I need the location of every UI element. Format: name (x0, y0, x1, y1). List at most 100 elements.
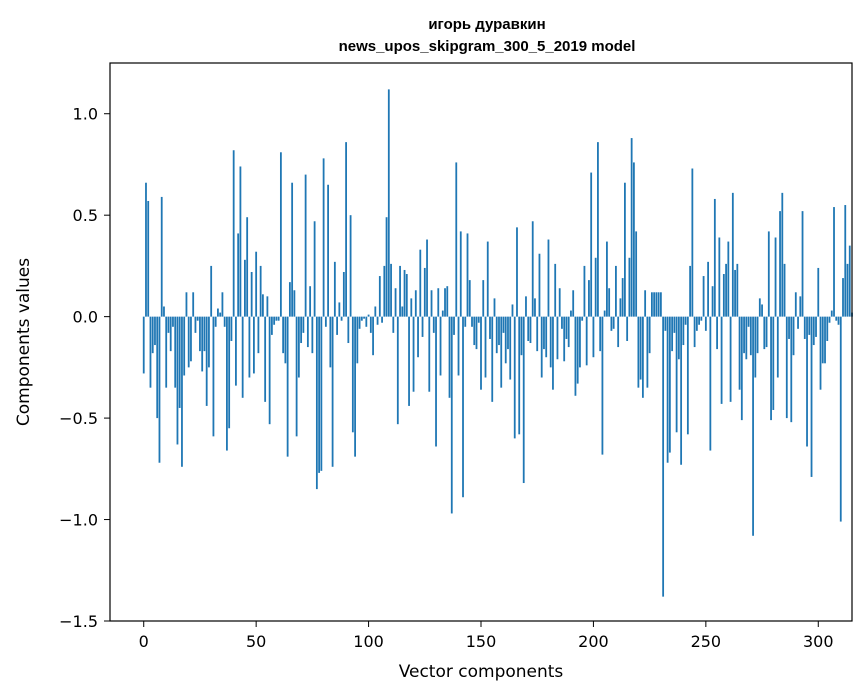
bar-195 (581, 316, 584, 321)
bar-249 (702, 276, 705, 317)
bar-263 (734, 269, 736, 317)
bar-31 (212, 316, 215, 437)
bar-0 (142, 316, 145, 374)
bar-223 (644, 290, 647, 317)
bar-18 (183, 316, 186, 376)
bar-25 (199, 316, 201, 352)
bar-301 (819, 316, 822, 390)
x-tick-label: 100 (353, 632, 384, 651)
y-tick-label: 0.5 (73, 206, 98, 225)
bar-67 (293, 290, 296, 317)
bar-192 (574, 316, 577, 396)
bar-261 (729, 316, 732, 402)
bar-86 (336, 316, 338, 335)
bar-126 (426, 239, 428, 317)
bar-37 (226, 316, 228, 451)
bar-281 (774, 237, 777, 317)
bar-79 (320, 316, 323, 471)
bar-314 (848, 245, 851, 317)
bar-70 (300, 316, 303, 344)
bar-175 (536, 316, 539, 352)
bar-92 (349, 215, 352, 317)
bar-155 (491, 316, 494, 402)
bar-32 (214, 316, 217, 327)
bar-208 (610, 316, 613, 331)
bar-275 (761, 304, 763, 317)
bar-91 (347, 316, 350, 344)
bar-184 (556, 316, 559, 360)
bar-16 (178, 316, 181, 408)
bar-274 (758, 298, 761, 317)
bar-222 (641, 316, 644, 398)
bar-260 (727, 241, 730, 317)
bar-238 (677, 316, 680, 360)
bar-57 (270, 316, 273, 335)
bar-284 (781, 192, 784, 317)
bar-154 (489, 316, 491, 339)
y-tick-label: −1.0 (59, 511, 98, 530)
bar-296 (808, 316, 811, 335)
bar-282 (776, 316, 779, 378)
bar-170 (525, 296, 527, 317)
x-tick-label: 150 (466, 632, 497, 651)
bar-237 (675, 316, 678, 433)
y-tick-label: −1.5 (59, 612, 98, 631)
bar-255 (716, 316, 718, 350)
bar-308 (835, 316, 838, 321)
bar-11 (167, 316, 170, 333)
bar-69 (297, 316, 300, 378)
bar-13 (172, 316, 174, 327)
bar-47 (248, 316, 251, 378)
bar-235 (671, 316, 674, 352)
bar-203 (599, 316, 602, 352)
bar-64 (286, 316, 289, 457)
bar-177 (540, 316, 543, 378)
bar-101 (369, 316, 372, 333)
bar-42 (237, 233, 240, 317)
bar-190 (570, 310, 572, 317)
bar-76 (313, 221, 316, 317)
bar-264 (736, 263, 739, 317)
bar-118 (408, 316, 410, 406)
bar-241 (684, 316, 687, 325)
bar-109 (387, 89, 390, 317)
bar-232 (664, 316, 667, 331)
bar-243 (689, 265, 692, 317)
bar-17 (181, 316, 183, 467)
bar-258 (722, 274, 725, 317)
bar-111 (392, 316, 395, 333)
bar-53 (262, 294, 264, 317)
bar-206 (606, 241, 608, 317)
bar-168 (520, 316, 523, 356)
bar-87 (338, 302, 341, 317)
bar-233 (666, 316, 669, 463)
bar-88 (340, 316, 343, 321)
bar-94 (354, 316, 356, 457)
bar-93 (351, 316, 354, 433)
bar-279 (770, 316, 772, 421)
bar-189 (567, 316, 570, 348)
bar-218 (633, 162, 635, 317)
bar-294 (803, 316, 806, 339)
bar-41 (235, 316, 237, 386)
bar-119 (410, 298, 413, 317)
bar-35 (221, 292, 224, 317)
bar-115 (401, 306, 404, 317)
bar-217 (630, 138, 633, 317)
bar-302 (821, 316, 824, 364)
bar-303 (824, 316, 826, 364)
bar-60 (277, 316, 280, 321)
bar-297 (810, 316, 813, 477)
bar-120 (412, 316, 415, 392)
bar-152 (484, 316, 487, 378)
bar-122 (417, 316, 419, 358)
bar-291 (797, 316, 799, 329)
bar-106 (381, 316, 383, 323)
bar-288 (790, 316, 793, 423)
bar-259 (725, 263, 727, 317)
bar-299 (815, 316, 817, 337)
bar-267 (743, 316, 745, 354)
bar-180 (547, 239, 550, 317)
bar-167 (518, 316, 521, 435)
